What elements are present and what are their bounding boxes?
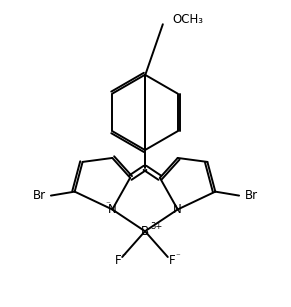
Text: N: N <box>108 203 117 216</box>
Text: N: N <box>173 203 182 216</box>
Text: B: B <box>141 225 149 238</box>
Text: OCH₃: OCH₃ <box>173 13 204 26</box>
Text: 3+: 3+ <box>150 222 162 231</box>
Text: ⁻: ⁻ <box>105 200 110 209</box>
Text: F: F <box>168 255 175 267</box>
Text: F: F <box>115 255 122 267</box>
Text: Br: Br <box>244 189 258 202</box>
Text: ⁻: ⁻ <box>175 252 180 262</box>
Text: ⁻: ⁻ <box>122 252 127 262</box>
Text: Br: Br <box>33 189 46 202</box>
